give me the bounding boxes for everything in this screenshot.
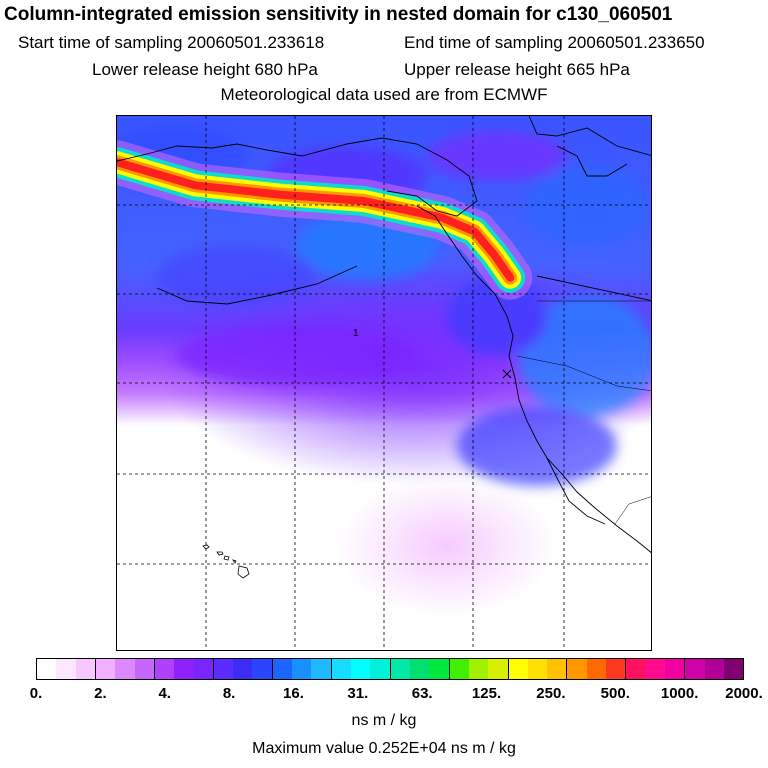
colorbar-segment [507, 659, 528, 679]
colorbar-segment [488, 659, 508, 679]
colorbar-tick-label: 63. [411, 685, 433, 702]
colorbar-segment [429, 659, 449, 679]
colorbar-segment [448, 659, 469, 679]
colorbar-tick-label: 31. [347, 685, 369, 702]
colorbar-tick-label: 2. [94, 685, 107, 702]
colorbar-tick-label: 125. [471, 685, 502, 702]
colorbar-segment [94, 659, 116, 679]
colorbar [36, 658, 744, 680]
colorbar-segment [409, 659, 430, 679]
colorbar-segment [311, 659, 331, 679]
plume-layer [117, 140, 533, 300]
colorbar-tick-label: 500. [600, 685, 630, 702]
maximum-value-label: Maximum value 0.252E+04 ns m / kg [252, 740, 516, 757]
met-data-label: Meteorological data used are from ECMWF [220, 85, 548, 104]
colorbar-tick-label: 250. [536, 685, 566, 702]
end-time-label: End time of sampling 20060501.233650 [404, 33, 705, 52]
colorbar-segment [271, 659, 293, 679]
colorbar-tick-label: 8. [222, 685, 236, 702]
colorbar-segment [468, 659, 489, 679]
colorbar-segment [665, 659, 685, 679]
colorbar-segment [370, 659, 390, 679]
hawaii-islands [202, 544, 250, 579]
colorbar-segment [684, 659, 705, 679]
lower-height-label: Lower release height 680 hPa [92, 60, 318, 79]
colorbar-segment [606, 659, 626, 679]
colorbar-segment [389, 659, 410, 679]
colorbar-segment [37, 659, 57, 679]
colorbar-segment [351, 659, 371, 679]
colorbar-segment [174, 659, 194, 679]
colorbar-tick-label: 4. [158, 685, 171, 702]
emission-sensitivity-map: 1 [116, 115, 652, 651]
colorbar-segment [115, 659, 135, 679]
colorbar-segment [75, 659, 95, 679]
colorbar-segment [292, 659, 312, 679]
release-point-icon [502, 369, 512, 379]
map-title: Column-integrated emission sensitivity i… [4, 4, 673, 25]
colorbar-segment [527, 659, 548, 679]
colorbar-segment [212, 659, 234, 679]
colorbar-tick-label: 1000. [660, 685, 699, 702]
colorbar-segment [586, 659, 607, 679]
colorbar-segment [252, 659, 272, 679]
colorbar-segment [723, 659, 744, 679]
colorbar-segment [547, 659, 567, 679]
colorbar-segment [233, 659, 253, 679]
colorbar-tick-label: 2000. [725, 685, 763, 702]
colorbar-segment [566, 659, 587, 679]
colorbar-segment [625, 659, 646, 679]
colorbar-units: ns m / kg [351, 712, 417, 729]
colorbar-segment [134, 659, 154, 679]
plume-marker-label: 1 [353, 328, 359, 339]
colorbar-segment [330, 659, 351, 679]
colorbar-segment [56, 659, 76, 679]
colorbar-segment [193, 659, 213, 679]
colorbar-segment [704, 659, 724, 679]
map-canvas: 1 [117, 116, 651, 650]
coastline [117, 116, 651, 553]
colorbar-tick-label: 0. [29, 685, 43, 702]
colorbar-tick-label: 16. [283, 685, 304, 702]
colorbar-segment [153, 659, 175, 679]
colorbar-segment [645, 659, 665, 679]
start-time-label: Start time of sampling 20060501.233618 [18, 33, 325, 52]
plume-core [117, 158, 515, 282]
upper-height-label: Upper release height 665 hPa [404, 60, 630, 79]
graticule [117, 116, 651, 650]
